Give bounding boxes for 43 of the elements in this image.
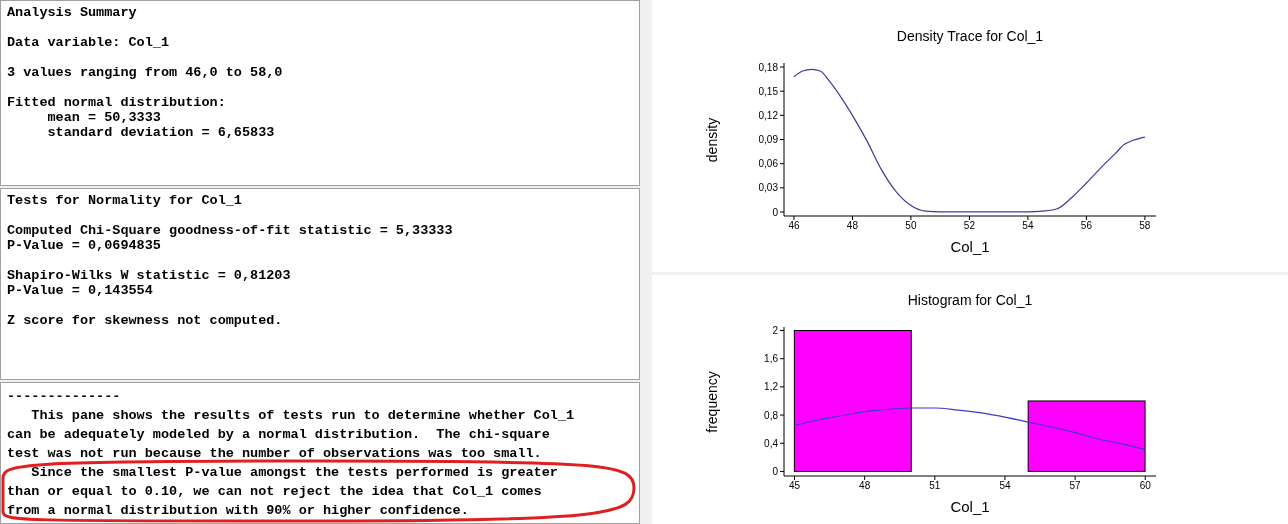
y-tick-label: 0 bbox=[772, 206, 779, 218]
x-tick-label: 48 bbox=[846, 220, 859, 232]
text: Shapiro-Wilks W statistic = 0,81203 P-Value = 0,143554 bbox=[7, 268, 292, 298]
chart-title: Density Trace for Col_1 bbox=[895, 28, 1045, 44]
x-tick-label: 57 bbox=[1069, 480, 1082, 492]
x-tick-label: 56 bbox=[1080, 220, 1093, 232]
x-tick-label: 54 bbox=[999, 480, 1011, 492]
y-tick-label: 0,8 bbox=[764, 409, 779, 421]
x-axis-title: Col_1 bbox=[949, 238, 991, 255]
y-tick-label: 0,06 bbox=[758, 158, 779, 170]
text: Analysis Summary bbox=[7, 5, 138, 20]
x-tick-label: 50 bbox=[905, 220, 917, 232]
y-tick-label: 2 bbox=[772, 325, 779, 337]
text: -------------- This pane shows the results of tests run to determine whether Col_1 can be adequately modeled by a normal distribution. The chi-square test was not run because the number of observations was too small. Since the smallest P-value amongst the tests performed is greater than or equal to 0.10, we can not reject the idea that Col_1 comes from a normal distribution with 90% or higher confidence. bbox=[7, 388, 576, 520]
line-series bbox=[793, 68, 1146, 213]
y-tick-label: 0 bbox=[772, 465, 779, 477]
text: Tests for Normality for Col_1 bbox=[7, 193, 243, 208]
text: 3 values ranging from 46,0 to 58,0 bbox=[7, 65, 284, 80]
y-tick-label: 0,18 bbox=[758, 61, 779, 73]
y-tick-label: 0,03 bbox=[758, 182, 779, 194]
y-tick-label: 1,2 bbox=[764, 381, 779, 393]
x-tick-label: 60 bbox=[1139, 480, 1152, 492]
x-tick-label: 51 bbox=[929, 480, 941, 492]
x-tick-label: 45 bbox=[788, 480, 801, 492]
text: Z score for skewness not computed. bbox=[7, 313, 284, 328]
y-tick-label: 0,15 bbox=[758, 85, 779, 97]
text: Fitted normal distribution: mean = 50,3333 standard deviation = 6,65833 bbox=[7, 95, 276, 140]
chart-title: Histogram for Col_1 bbox=[906, 292, 1034, 308]
y-tick-label: 1,6 bbox=[764, 353, 779, 365]
text: Data variable: Col_1 bbox=[7, 35, 171, 50]
y-tick-label: 0,4 bbox=[764, 437, 779, 449]
x-tick-label: 52 bbox=[963, 220, 976, 232]
y-axis-title: frequency bbox=[704, 370, 720, 433]
x-tick-label: 54 bbox=[1022, 220, 1034, 232]
x-tick-label: 58 bbox=[1139, 220, 1151, 232]
y-tick-label: 0,09 bbox=[758, 134, 779, 146]
line-series bbox=[793, 407, 1146, 451]
y-tick-label: 0,12 bbox=[758, 109, 779, 121]
x-axis-title: Col_1 bbox=[949, 498, 991, 515]
x-tick-label: 46 bbox=[788, 220, 800, 232]
x-tick-label: 48 bbox=[859, 480, 871, 492]
text: Computed Chi-Square goodness-of-fit statistic = 5,33333 P-Value = 0,0694835 bbox=[7, 223, 454, 253]
y-axis-title: density bbox=[704, 117, 720, 162]
